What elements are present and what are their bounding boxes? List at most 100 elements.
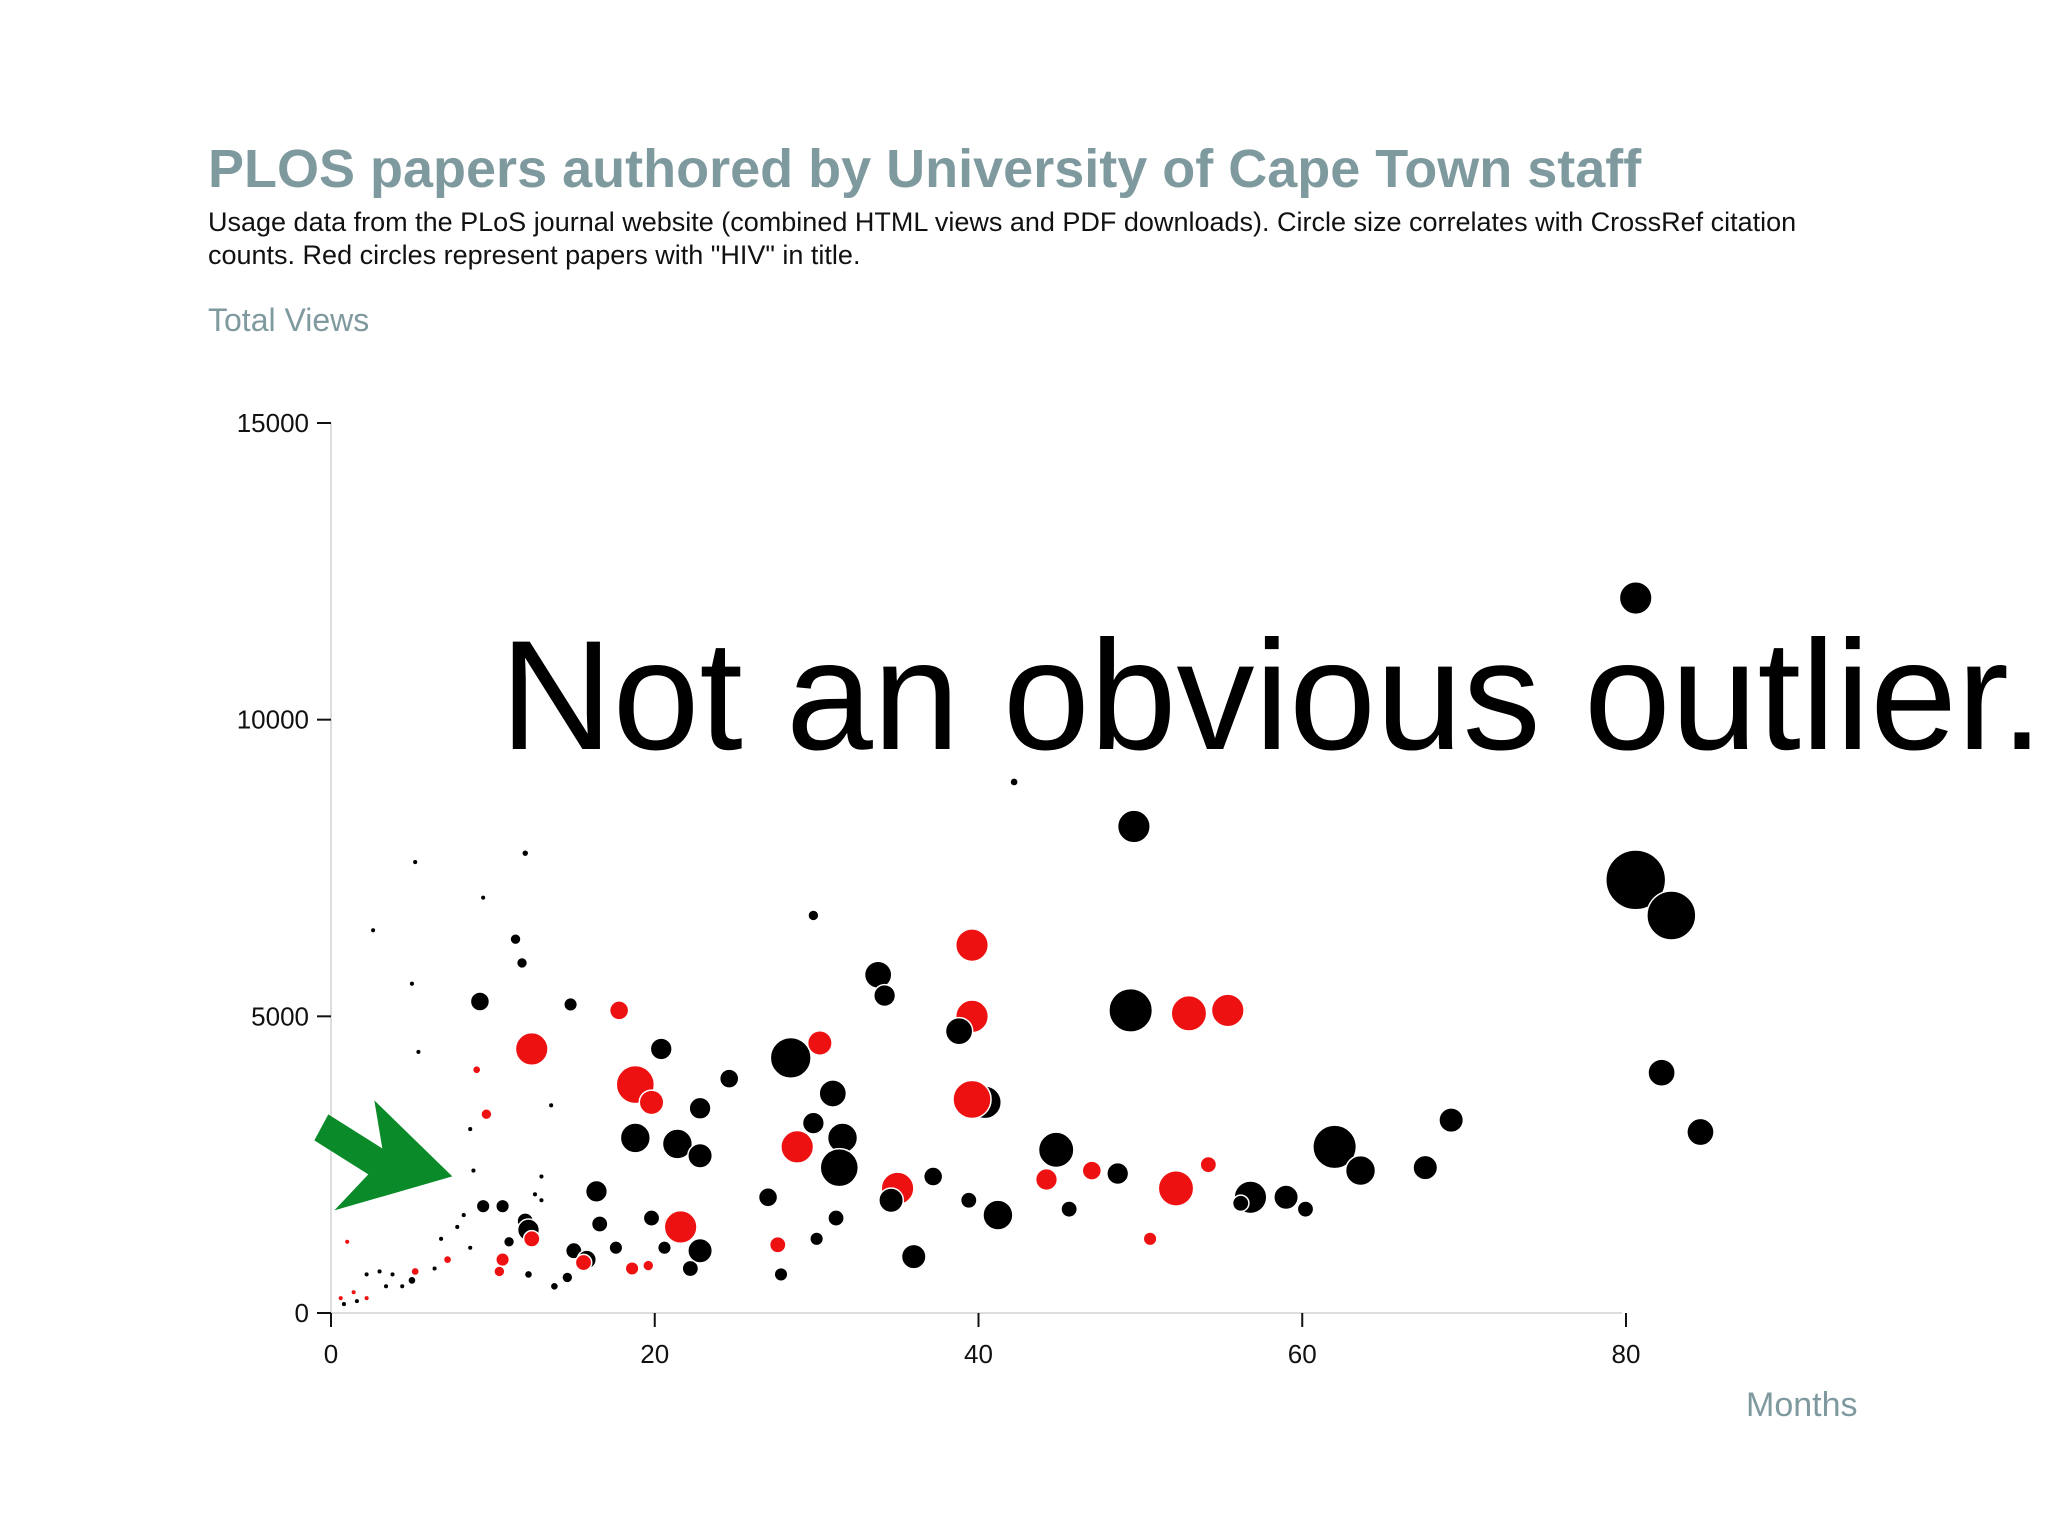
- paper-point: [1009, 777, 1019, 787]
- hiv-paper-point: [663, 1209, 698, 1245]
- paper-point: [718, 1068, 740, 1089]
- hiv-paper-point: [624, 1260, 640, 1277]
- paper-point: [377, 1269, 382, 1274]
- hiv-paper-point: [442, 1254, 453, 1265]
- paper-point: [383, 1284, 389, 1289]
- y-tick-label: 15000: [237, 408, 309, 438]
- x-axis-title: Months: [1746, 1386, 1858, 1424]
- paper-point: [944, 1016, 974, 1046]
- paper-point: [549, 1281, 560, 1292]
- paper-point: [642, 1209, 661, 1227]
- x-tick-label: 60: [1288, 1339, 1317, 1369]
- paper-point: [1108, 987, 1154, 1033]
- paper-point: [416, 1049, 421, 1054]
- paper-point: [400, 1284, 405, 1289]
- hiv-paper-point: [1210, 993, 1245, 1028]
- paper-point: [819, 1147, 860, 1188]
- hiv-paper-point: [954, 928, 990, 963]
- hiv-paper-point: [471, 1064, 482, 1075]
- hiv-paper-point: [493, 1265, 506, 1278]
- hiv-paper-point: [514, 1031, 549, 1067]
- paper-point: [1646, 890, 1697, 941]
- y-tick-label: 10000: [237, 705, 309, 735]
- paper-point: [539, 1174, 544, 1179]
- hiv-paper-point: [642, 1259, 655, 1272]
- hiv-paper-point: [638, 1089, 665, 1116]
- paper-point: [523, 1269, 534, 1280]
- paper-point: [661, 1128, 694, 1160]
- paper-point: [878, 1187, 905, 1214]
- paper-point: [1116, 809, 1151, 844]
- paper-point: [1412, 1154, 1439, 1181]
- paper-point: [1618, 580, 1653, 616]
- x-tick-label: 0: [324, 1339, 338, 1369]
- y-axis-title: Total Views: [208, 302, 370, 338]
- paper-point: [407, 1275, 417, 1286]
- paper-point: [432, 1266, 437, 1271]
- annotation-arrow-layer: [314, 1100, 453, 1211]
- hiv-paper-point: [952, 1079, 992, 1120]
- paper-point: [1060, 1200, 1079, 1219]
- paper-point: [561, 1271, 574, 1284]
- paper-point: [1344, 1154, 1377, 1187]
- paper-point: [468, 1127, 473, 1132]
- paper-point: [1273, 1184, 1300, 1211]
- paper-point: [1438, 1107, 1465, 1134]
- y-tick-label: 5000: [251, 1001, 309, 1031]
- chart-title: PLOS papers authored by University of Ca…: [208, 139, 1642, 199]
- paper-point: [584, 1179, 609, 1203]
- y-tick-label: 0: [295, 1298, 309, 1328]
- hiv-paper-point: [768, 1235, 787, 1254]
- paper-point: [687, 1142, 714, 1169]
- hiv-paper-point: [351, 1290, 356, 1295]
- paper-point: [656, 1240, 673, 1256]
- x-tick-label: 40: [964, 1339, 993, 1369]
- paper-point: [515, 956, 529, 970]
- hiv-paper-point: [1142, 1231, 1158, 1247]
- paper-point: [773, 1266, 789, 1282]
- paper-point: [439, 1236, 444, 1241]
- x-tick-label: 80: [1612, 1339, 1641, 1369]
- paper-point: [687, 1237, 714, 1264]
- paper-point: [1686, 1117, 1715, 1147]
- hiv-paper-point: [522, 1229, 541, 1248]
- paper-point: [681, 1259, 700, 1278]
- paper-point: [1037, 1131, 1075, 1169]
- paper-point: [354, 1299, 359, 1304]
- paper-point: [390, 1272, 395, 1277]
- paper-point: [371, 928, 376, 933]
- paper-point: [522, 850, 528, 856]
- paper-point: [461, 1213, 466, 1218]
- paper-point: [809, 1231, 825, 1247]
- hiv-paper-point: [410, 1266, 421, 1277]
- paper-point: [801, 1111, 826, 1135]
- hiv-paper-point: [338, 1296, 343, 1301]
- chart-subtitle: Usage data from the PLoS journal website…: [208, 207, 1797, 270]
- paper-point: [1231, 1194, 1250, 1213]
- paper-point: [563, 996, 579, 1013]
- green-arrow-icon: [314, 1100, 453, 1211]
- paper-point: [413, 860, 418, 865]
- paper-point: [688, 1096, 712, 1120]
- paper-point: [608, 1240, 624, 1256]
- paper-point: [455, 1224, 460, 1230]
- paper-point: [1605, 849, 1667, 911]
- paper-point: [649, 1037, 673, 1061]
- hiv-paper-point: [608, 1000, 630, 1021]
- paper-point: [900, 1243, 927, 1270]
- paper-point: [872, 983, 897, 1008]
- hiv-paper-point: [574, 1253, 593, 1272]
- paper-point: [468, 1245, 473, 1250]
- hiv-paper-point: [1081, 1160, 1103, 1181]
- hiv-paper-point: [364, 1296, 369, 1301]
- paper-point: [922, 1166, 944, 1187]
- hiv-paper-point: [780, 1129, 815, 1164]
- axes: 0 5000 10000 15000 0 20 40 60 80: [237, 408, 1641, 1369]
- paper-point: [549, 1103, 554, 1108]
- paper-point: [469, 991, 491, 1012]
- paper-point: [471, 1168, 476, 1173]
- hiv-paper-point: [345, 1239, 350, 1244]
- hiv-paper-point: [1170, 994, 1208, 1032]
- paper-point: [1106, 1161, 1130, 1186]
